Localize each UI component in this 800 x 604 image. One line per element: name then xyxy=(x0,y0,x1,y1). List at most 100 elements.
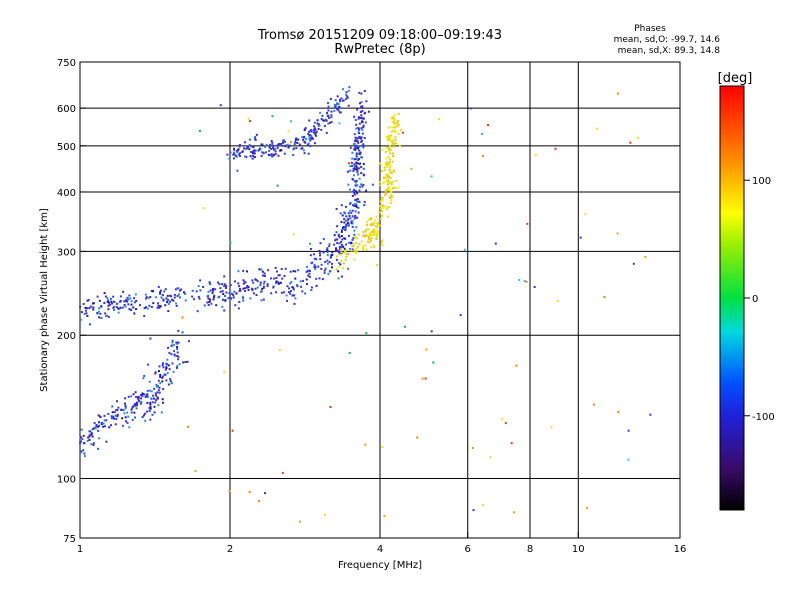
data-point xyxy=(181,316,184,319)
data-point xyxy=(271,141,274,144)
data-point xyxy=(306,270,309,272)
data-point xyxy=(384,150,387,153)
data-point xyxy=(304,127,307,130)
data-point xyxy=(321,278,324,281)
data-point xyxy=(153,405,156,408)
y-tick-label: 200 xyxy=(57,331,76,342)
data-point xyxy=(250,145,253,148)
data-point xyxy=(177,287,180,290)
data-point xyxy=(96,295,99,298)
data-point xyxy=(116,415,119,418)
data-point xyxy=(330,121,333,124)
data-point xyxy=(289,144,291,147)
data-point xyxy=(384,205,387,208)
data-point xyxy=(122,424,124,427)
data-point xyxy=(108,426,111,429)
data-point xyxy=(353,217,356,220)
data-point xyxy=(132,393,135,396)
data-point xyxy=(310,289,313,291)
data-point xyxy=(355,155,358,158)
data-point xyxy=(381,196,383,199)
data-point xyxy=(88,434,91,437)
data-point xyxy=(394,123,396,126)
data-point xyxy=(329,406,332,408)
data-point xyxy=(272,285,275,288)
data-point xyxy=(331,254,334,256)
y-tick-label: 75 xyxy=(63,534,76,545)
data-point xyxy=(80,450,83,453)
data-point xyxy=(176,364,179,367)
data-point xyxy=(365,224,368,226)
data-point xyxy=(107,308,110,311)
data-point xyxy=(355,165,358,168)
data-point xyxy=(315,130,318,133)
data-point xyxy=(358,145,361,148)
data-point xyxy=(393,119,396,122)
data-point xyxy=(356,145,359,148)
data-point xyxy=(97,414,100,417)
data-point xyxy=(355,206,358,209)
data-point xyxy=(309,134,312,137)
data-point xyxy=(114,414,117,417)
data-point xyxy=(494,242,497,245)
data-point xyxy=(338,242,341,245)
data-point xyxy=(301,135,304,138)
data-point xyxy=(169,300,172,303)
data-point xyxy=(360,110,363,113)
data-point xyxy=(233,149,236,152)
data-point xyxy=(326,247,329,250)
data-point xyxy=(339,246,342,249)
data-point xyxy=(365,100,368,103)
data-point xyxy=(318,277,321,280)
data-point xyxy=(157,404,160,407)
data-point xyxy=(252,281,255,284)
data-point xyxy=(353,158,356,161)
data-point xyxy=(241,151,244,153)
data-point xyxy=(146,393,149,396)
data-point xyxy=(388,145,391,148)
data-point xyxy=(221,290,224,293)
data-point xyxy=(209,300,211,303)
data-point xyxy=(278,142,281,145)
data-point xyxy=(134,391,137,394)
data-point xyxy=(316,119,319,122)
data-point xyxy=(309,248,312,250)
data-point xyxy=(111,405,114,408)
data-point xyxy=(88,307,91,310)
data-point xyxy=(338,106,341,109)
data-point xyxy=(225,286,227,289)
data-point xyxy=(135,403,138,406)
data-point xyxy=(351,195,354,197)
data-point xyxy=(381,239,384,242)
data-point xyxy=(159,374,162,376)
data-point xyxy=(199,289,202,292)
data-point xyxy=(212,289,215,292)
data-point xyxy=(390,139,393,142)
data-point xyxy=(355,167,358,169)
data-point xyxy=(364,121,367,124)
data-point xyxy=(310,129,312,131)
data-point xyxy=(233,290,236,293)
data-point xyxy=(356,198,359,201)
data-point xyxy=(291,286,294,289)
data-point xyxy=(344,250,346,253)
data-point xyxy=(525,280,528,283)
data-point xyxy=(396,125,399,128)
data-point xyxy=(323,269,326,272)
data-point xyxy=(349,146,352,149)
data-point xyxy=(238,153,240,156)
data-point xyxy=(130,408,133,411)
data-point xyxy=(82,303,85,305)
data-point xyxy=(401,131,404,134)
data-point xyxy=(353,203,356,206)
data-point xyxy=(149,403,152,406)
phases-o-line: mean, sd,O: -99.7, 14.6 xyxy=(614,35,721,45)
data-point xyxy=(228,157,231,160)
data-point xyxy=(617,411,620,414)
data-point xyxy=(334,105,337,108)
data-point xyxy=(262,152,265,155)
data-point xyxy=(228,490,231,493)
data-point xyxy=(159,292,162,295)
data-point xyxy=(386,188,389,191)
data-point xyxy=(145,297,148,300)
